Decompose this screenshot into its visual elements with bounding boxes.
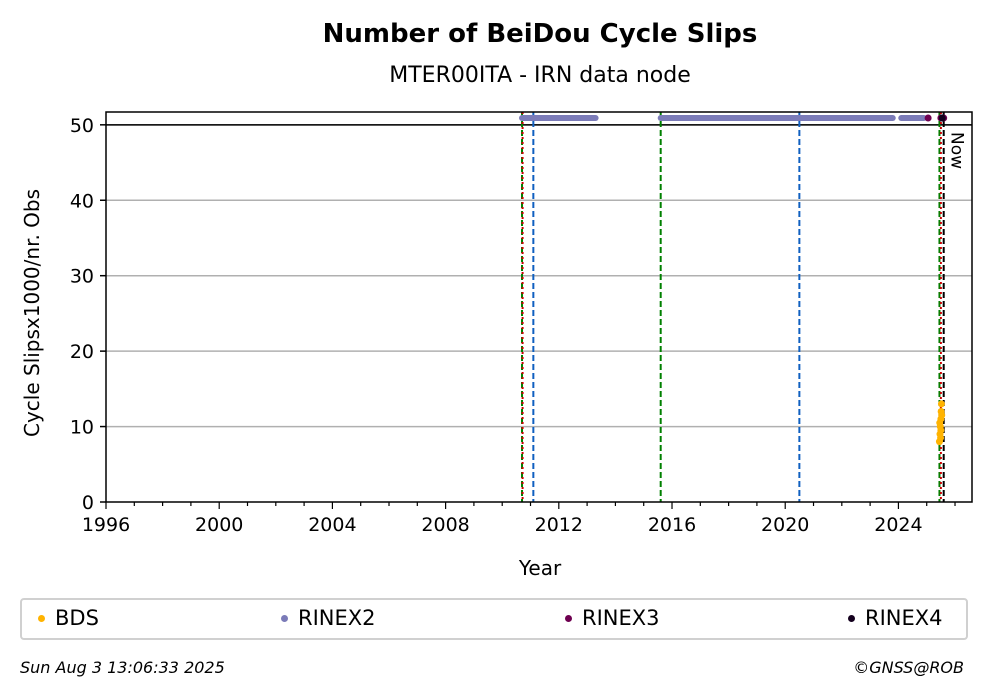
y-tick-label-20: 20 [70,341,94,363]
legend: BDS RINEX2 RINEX3 RINEX4 [20,598,968,640]
footer-credit: ©GNSS@ROB [853,658,964,677]
footer-timestamp: Sun Aug 3 13:06:33 2025 [20,658,225,677]
series-rinex3-point-0 [924,114,932,122]
legend-marker-rinex2 [281,614,288,622]
chart-subtitle: MTER00ITA - IRN data node [389,63,690,88]
plot-area: Now 0 10 20 30 40 50 1996 2000 2004 2008 2012 2016 20… [70,111,973,536]
legend-label-rinex2: RINEX2 [298,606,376,630]
legend-item-rinex4: RINEX4 [848,606,943,630]
x-tick-label-2016: 2016 [648,514,696,536]
series-bds-point-8 [938,411,946,419]
legend-marker-rinex3 [565,614,572,622]
x-tick-label-2020: 2020 [761,514,809,536]
x-tick-label-2024: 2024 [874,514,922,536]
legend-marker-bds [38,614,45,622]
y-tick-label-40: 40 [70,190,94,212]
legend-label-rinex4: RINEX4 [865,606,943,630]
legend-label-rinex3: RINEX3 [582,606,660,630]
legend-item-bds: BDS [38,606,99,630]
y-tick-label-10: 10 [70,417,94,439]
x-tick-label-2004: 2004 [308,514,356,536]
series-bds-point-6 [936,419,944,427]
x-tick-label-1996: 1996 [82,514,130,536]
legend-item-rinex3: RINEX3 [565,606,660,630]
x-tick-label-2012: 2012 [535,514,583,536]
x-tick-label-2008: 2008 [421,514,469,536]
legend-label-bds: BDS [55,606,99,630]
y-tick-label-0: 0 [82,492,94,514]
chart-title: Number of BeiDou Cycle Slips [323,19,758,49]
series-rinex4-point-0 [938,114,946,122]
legend-marker-rinex4 [848,614,855,622]
now-label: Now [947,132,967,169]
y-tick-label-50: 50 [70,115,94,137]
series-bds-point-5 [937,400,945,408]
x-tick-label-2000: 2000 [195,514,243,536]
y-axis-label: Cycle Slipsx1000/nr. Obs [20,189,44,437]
plot-frame [105,111,973,503]
series-bds-point-7 [937,434,945,442]
x-axis-label: Year [518,556,562,580]
legend-item-rinex2: RINEX2 [281,606,376,630]
y-tick-label-30: 30 [70,266,94,288]
series-bds-point-9 [937,426,945,434]
